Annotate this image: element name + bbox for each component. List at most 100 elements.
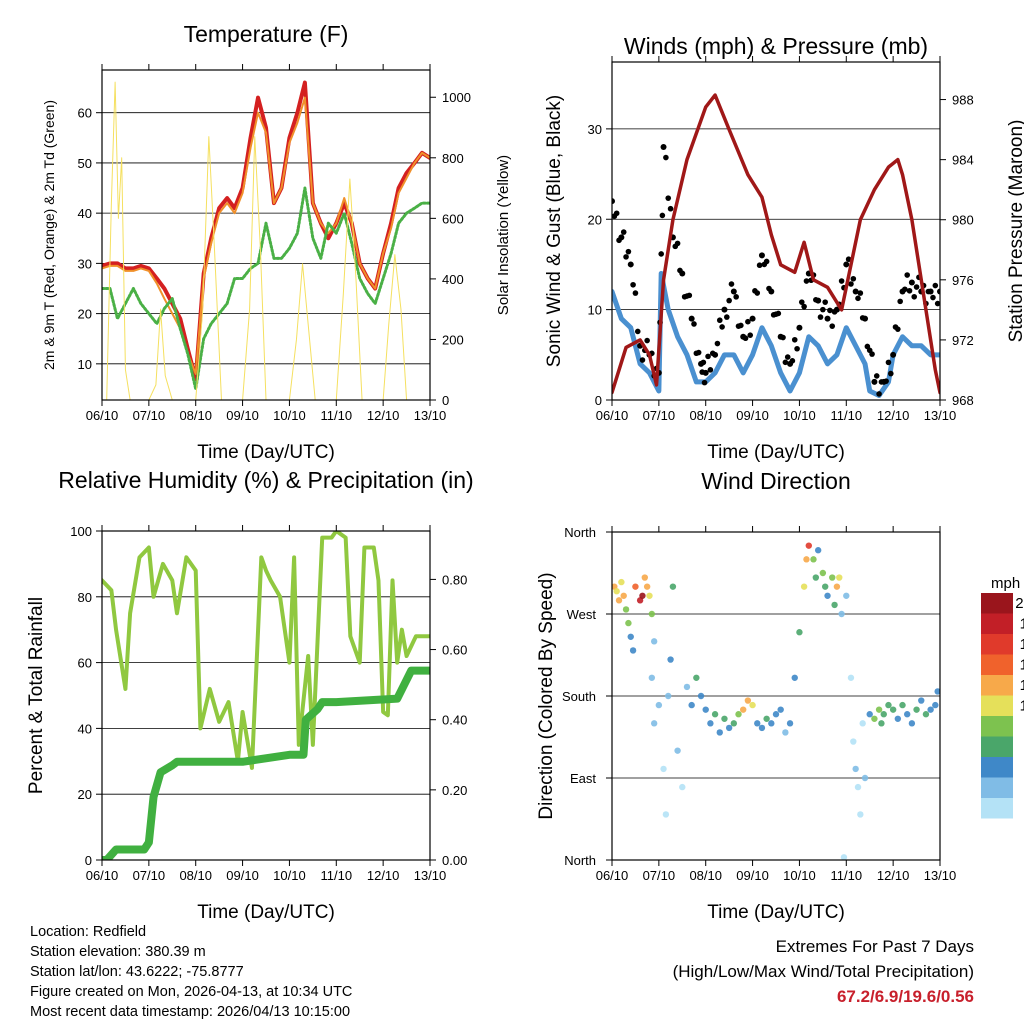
- gust-point: [796, 324, 803, 331]
- chart-title: Temperature (F): [184, 21, 349, 47]
- legend-swatch: [981, 695, 1013, 716]
- elevation-text: Station elevation: 380.39 m: [30, 944, 206, 960]
- direction-point: [721, 715, 728, 722]
- direction-point: [814, 547, 822, 554]
- legend-label: 14: [1020, 657, 1024, 674]
- gust-point: [733, 294, 739, 300]
- gust-point: [908, 279, 915, 286]
- direction-point: [716, 729, 723, 736]
- station-info: Location: Redfield Station elevation: 38…: [30, 922, 352, 1022]
- gust-point: [620, 229, 627, 235]
- x-tick-label: 07/10: [133, 868, 166, 883]
- y-axis-label: Percent & Total Rainfall: [26, 597, 47, 794]
- gust-point: [902, 286, 908, 293]
- x-tick-label: 10/10: [783, 868, 816, 883]
- gust-point: [803, 278, 810, 284]
- x-tick-label: 11/10: [830, 868, 862, 883]
- y-axis-label: 2m & 9m T (Red, Orange) & 2m Td (Green): [41, 100, 57, 370]
- y-axis-label: Sonic Wind & Gust (Blue, Black): [544, 95, 565, 367]
- x-tick-label: 09/10: [226, 408, 259, 423]
- direction-point: [625, 619, 632, 627]
- gust-point: [691, 321, 697, 327]
- x-axis-label: Time (Day/UTC): [707, 902, 845, 923]
- gust-point: [700, 359, 707, 366]
- x-tick-label: 10/10: [273, 408, 306, 423]
- gust-point: [883, 378, 889, 384]
- gust-point: [644, 337, 650, 344]
- x-tick-label: 06/10: [86, 408, 119, 423]
- direction-point: [679, 783, 686, 791]
- direction-point: [660, 765, 667, 773]
- gust-point: [659, 212, 666, 219]
- y-tick-label: 20: [78, 787, 92, 802]
- plot-frame: [611, 531, 941, 861]
- gust-point: [749, 315, 756, 322]
- x-tick-label: 13/10: [414, 868, 447, 883]
- x-tick-label: 12/10: [367, 408, 400, 423]
- chart-title: Wind Direction: [701, 468, 851, 494]
- x-axis-label: Time (Day/UTC): [197, 442, 335, 463]
- direction-point: [859, 720, 866, 727]
- direction-point: [613, 588, 620, 595]
- series-dewpoint: [102, 186, 430, 391]
- direction-point: [772, 711, 780, 718]
- direction-point: [697, 692, 705, 700]
- gust-point: [726, 297, 732, 304]
- direction-point: [927, 706, 934, 713]
- plot-area: [96, 64, 436, 406]
- y-tick-label-right: 400: [442, 272, 464, 287]
- direction-point: [711, 711, 719, 718]
- gust-point: [890, 351, 897, 358]
- direction-point: [768, 720, 775, 727]
- panel-3: Wind Direction Time (Day/UTC) Direction (C…: [536, 468, 1024, 923]
- marks: [102, 80, 430, 400]
- direction-point: [847, 674, 855, 681]
- direction-point: [615, 597, 623, 604]
- legend-swatch: [981, 634, 1013, 655]
- direction-point: [904, 711, 911, 718]
- y-tick-label-right: 0.40: [442, 713, 467, 728]
- x-tick-label: 12/10: [877, 868, 910, 883]
- y-tick-label-right: 980: [952, 213, 974, 228]
- direction-point: [796, 629, 803, 636]
- direction-point: [878, 720, 885, 727]
- y-tick-label: West: [567, 607, 597, 622]
- y-tick-label-right: 976: [952, 273, 974, 288]
- direction-point: [843, 592, 850, 599]
- direction-point: [641, 574, 648, 581]
- x-tick-label: 10/10: [273, 868, 306, 883]
- legend-swatch: [981, 654, 1013, 675]
- y-tick-label: South: [562, 689, 596, 704]
- marks: [102, 531, 430, 860]
- created-text: Figure created on Mon, 2026-04-13, at 10…: [30, 984, 353, 1000]
- plot-area: [606, 526, 941, 866]
- direction-point: [702, 706, 709, 713]
- x-tick-label: 07/10: [643, 408, 676, 423]
- y-axis-label: Direction (Colored By Speed): [536, 572, 557, 819]
- x-tick-label: 09/10: [226, 868, 259, 883]
- direction-point: [665, 692, 672, 700]
- marks: [612, 93, 940, 398]
- direction-point: [824, 592, 831, 599]
- gust-point: [658, 251, 664, 257]
- y-tick-label-right: 984: [952, 153, 974, 168]
- gust-point: [937, 288, 940, 295]
- direction-point: [850, 738, 857, 745]
- gust-point: [913, 284, 920, 290]
- direction-point: [889, 706, 897, 713]
- location-text: Location: Redfield: [30, 924, 147, 940]
- gust-point: [707, 367, 714, 373]
- direction-point: [934, 688, 940, 695]
- direction-point: [754, 720, 761, 727]
- x-axis-label: Time (Day/UTC): [707, 442, 845, 463]
- x-tick-label: 08/10: [689, 868, 722, 883]
- series-rain: [102, 666, 430, 860]
- direction-point: [693, 674, 700, 681]
- gust-point: [801, 303, 807, 310]
- gust-point: [852, 288, 859, 295]
- gust-point: [768, 288, 775, 295]
- legend-swatch: [981, 757, 1013, 778]
- gust-point: [665, 195, 672, 201]
- y-tick-label-right: 968: [952, 393, 974, 408]
- y-tick-label: 20: [588, 212, 602, 227]
